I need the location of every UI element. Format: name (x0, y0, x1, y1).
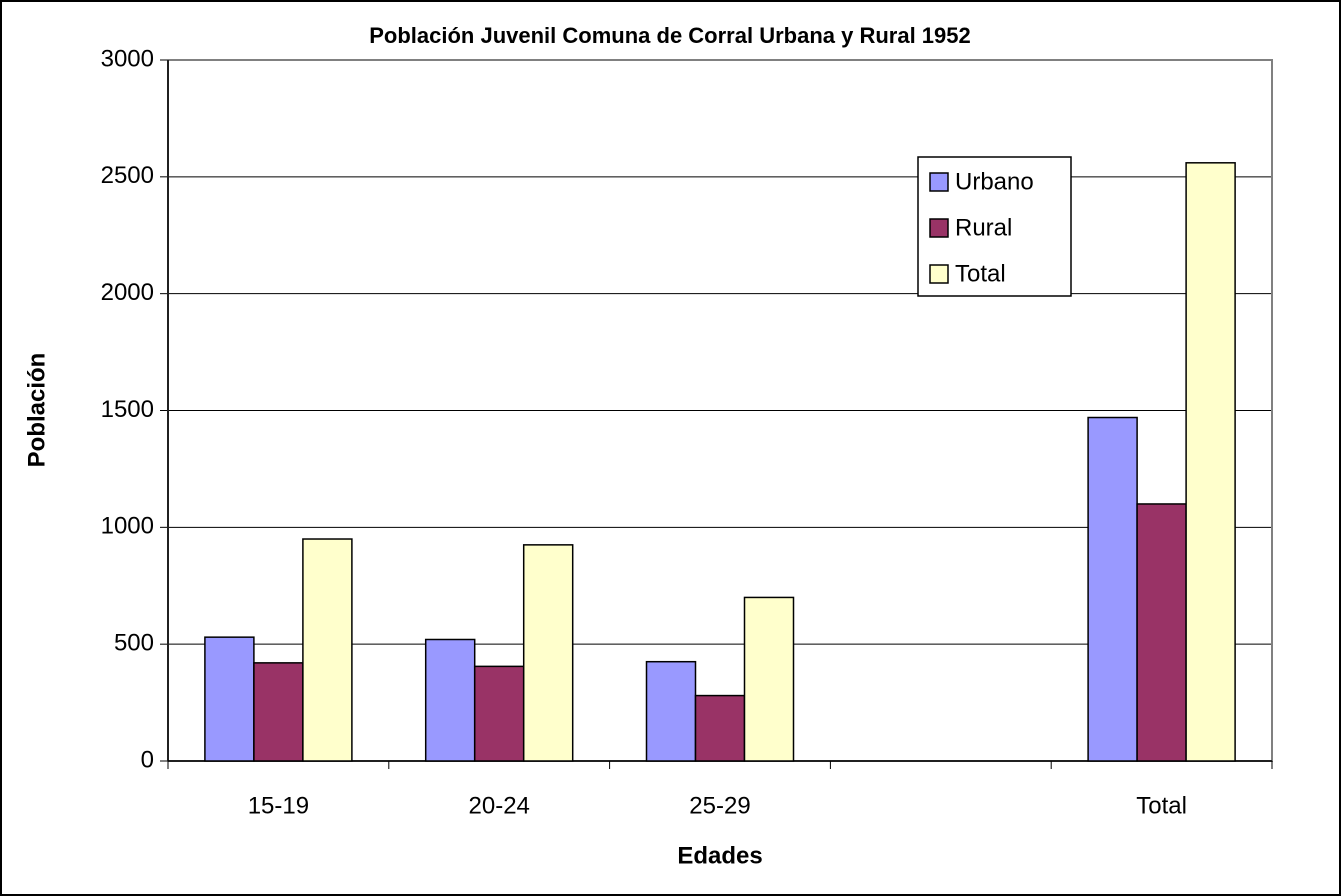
legend-swatch (929, 218, 949, 238)
bar (1185, 162, 1236, 762)
y-tick-label: 2500 (101, 162, 154, 189)
y-tick-label: 1000 (101, 513, 154, 540)
y-tick-label: 0 (141, 746, 154, 773)
x-tick-label: Total (1136, 792, 1187, 819)
bar (302, 538, 353, 762)
y-axis-label: Población (23, 353, 50, 468)
legend-swatch (929, 264, 949, 284)
x-tick-label: 20-24 (469, 792, 530, 819)
x-axis-label: Edades (677, 842, 762, 869)
y-tick-label: 1500 (101, 396, 154, 423)
x-tick-label: 15-19 (248, 792, 309, 819)
legend-label: Total (955, 260, 1006, 287)
bar (424, 638, 476, 762)
y-tick-label: 500 (114, 630, 154, 657)
y-tick-label: 2000 (101, 279, 154, 306)
bar (743, 596, 795, 762)
bar (645, 660, 697, 762)
x-tick-label: 25-29 (689, 792, 750, 819)
legend-swatch (929, 172, 949, 192)
bar (204, 636, 255, 762)
bar (473, 665, 525, 762)
legend-label: Rural (955, 214, 1012, 241)
bar (1136, 503, 1187, 762)
bar (522, 544, 574, 762)
chart-title: Población Juvenil Comuna de Corral Urban… (369, 23, 971, 48)
bar (1087, 416, 1138, 762)
bar (253, 662, 304, 762)
legend-label: Urbano (955, 168, 1034, 195)
bar (694, 694, 746, 762)
y-tick-label: 3000 (101, 45, 154, 72)
